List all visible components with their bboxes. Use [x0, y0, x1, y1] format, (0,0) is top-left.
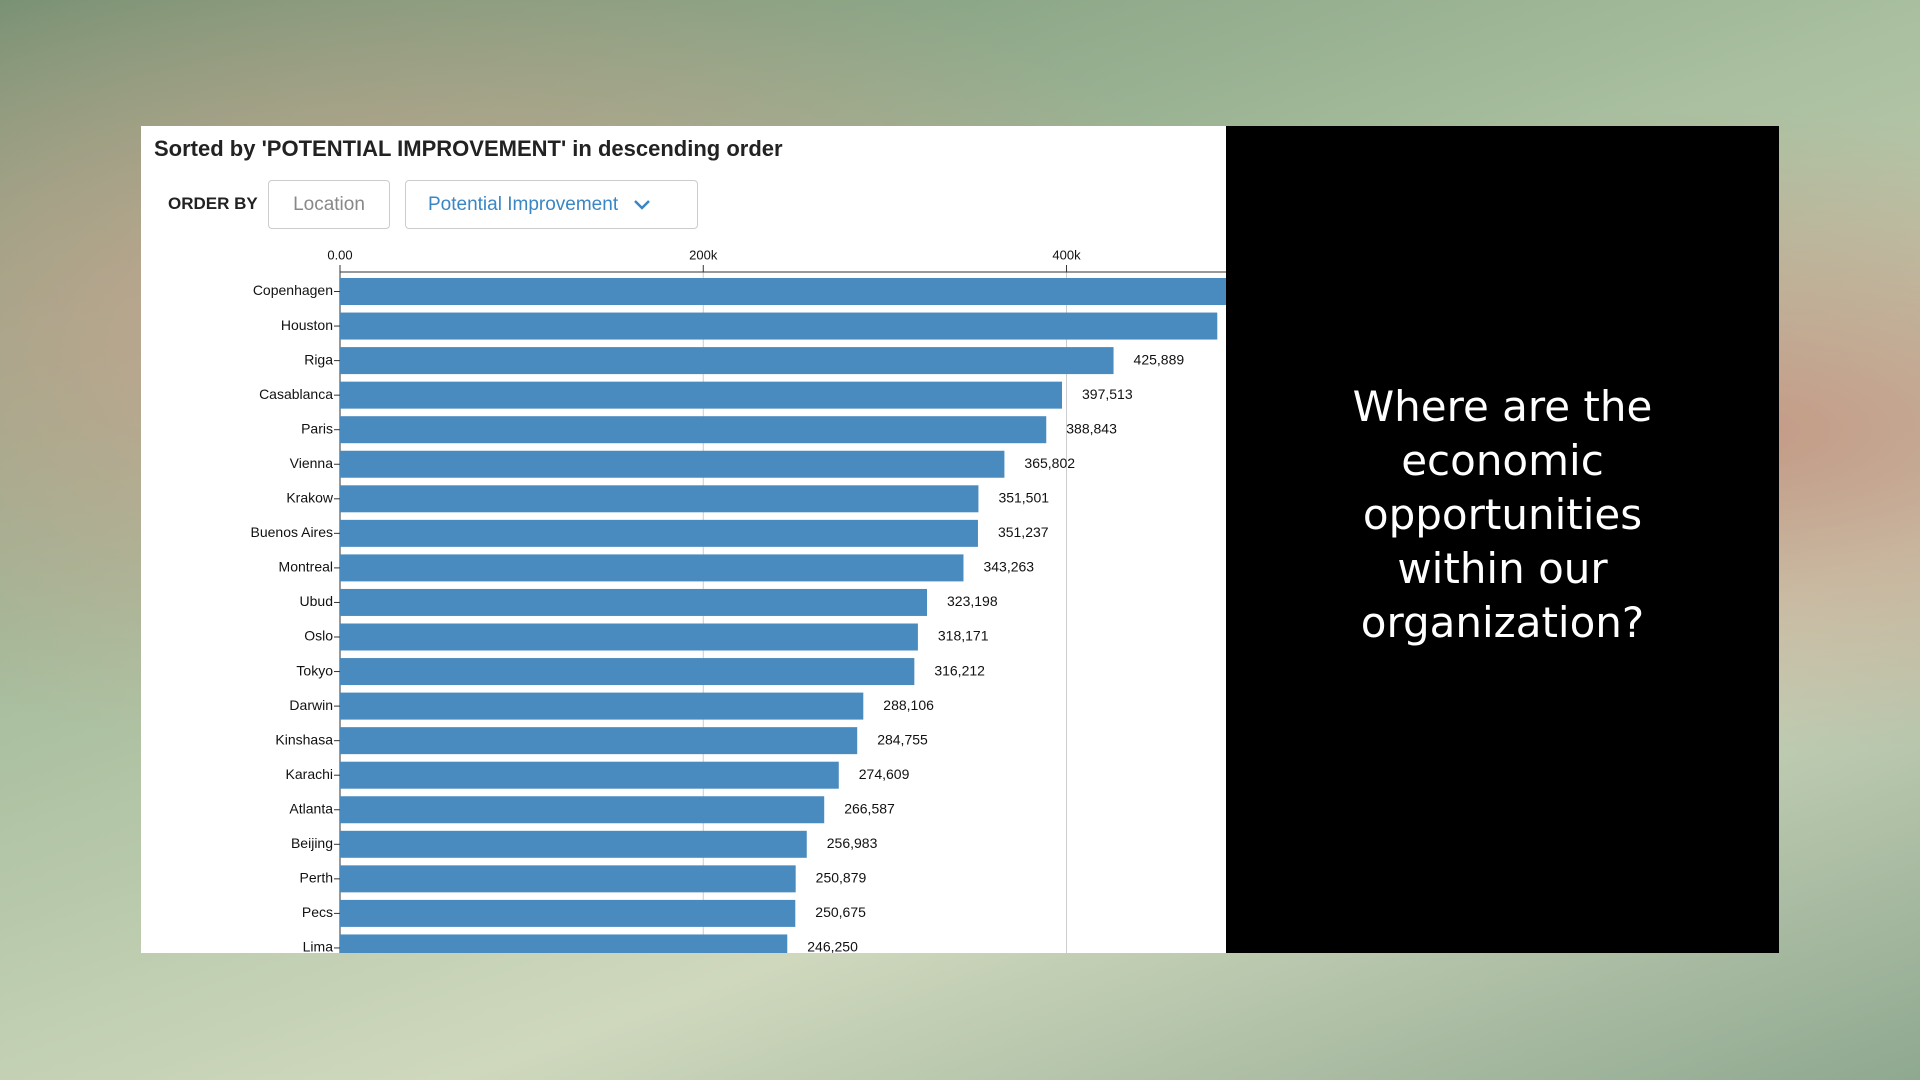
- value-label: 351,237: [998, 524, 1049, 540]
- y-tick-label: Montreal: [279, 559, 333, 575]
- y-tick-label: Atlanta: [289, 800, 333, 816]
- value-label: 266,587: [844, 800, 895, 816]
- bar: [340, 934, 788, 953]
- y-tick-label: Vienna: [290, 455, 334, 471]
- bar: [340, 485, 979, 513]
- bar: [340, 554, 964, 582]
- value-label: 250,675: [815, 904, 866, 920]
- y-tick-label: Ubud: [300, 593, 333, 609]
- value-label: 425,889: [1134, 351, 1185, 367]
- y-tick-label: Karachi: [286, 766, 333, 782]
- question: Where are the economic opportunities wit…: [1352, 381, 1653, 647]
- bar: [340, 830, 807, 858]
- bar: [340, 692, 864, 720]
- y-tick-label: Beijing: [291, 835, 333, 851]
- chart: 0.00 200k 400k Copenhagen Houston Riga 425,889…: [251, 247, 1226, 953]
- bar: [340, 796, 825, 824]
- bar: [340, 658, 915, 686]
- sort-dropdown[interactable]: Potential Improvement: [405, 180, 698, 229]
- value-label: 343,263: [983, 559, 1034, 575]
- bar: [340, 312, 1218, 340]
- value-label: 274,609: [859, 766, 910, 782]
- bar: [340, 381, 1063, 409]
- chart-panel: Sorted by 'POTENTIAL IMPROVEMENT' in des…: [141, 126, 1226, 953]
- bar: [340, 761, 839, 789]
- y-tick-label: Pecs: [302, 904, 333, 920]
- chevron: [634, 199, 650, 210]
- bar: [340, 519, 978, 547]
- value-label: 388,843: [1066, 420, 1117, 436]
- value-label: 318,171: [938, 628, 989, 644]
- bar: [340, 865, 796, 893]
- x-tick-label: 0.00: [327, 247, 352, 262]
- x-tick-label: 200k: [689, 247, 718, 262]
- value-label: 365,802: [1024, 455, 1075, 471]
- bar: [340, 450, 1005, 478]
- x-tick-label: 400k: [1052, 247, 1081, 262]
- bar: [340, 623, 918, 651]
- value-label: 397,513: [1082, 386, 1133, 402]
- value-label: 316,212: [934, 662, 985, 678]
- order-by-label: ORDER BY: [168, 194, 258, 213]
- bar: [340, 588, 928, 616]
- y-tick-label: Paris: [301, 420, 333, 436]
- value-label: 323,198: [947, 593, 998, 609]
- y-tick-label: Lima: [303, 939, 334, 953]
- bar: [340, 278, 1226, 305]
- y-tick-label: Krakow: [286, 490, 334, 506]
- y-tick-label: Casablanca: [259, 386, 333, 402]
- sort-button[interactable]: Location: [268, 180, 390, 229]
- y-tick-label: Perth: [300, 870, 333, 886]
- dropdown-label: Potential Improvement: [428, 193, 619, 215]
- y-tick-label: Houston: [281, 317, 333, 333]
- y-tick-label: Buenos Aires: [251, 524, 334, 540]
- y-tick-label: Tokyo: [296, 662, 333, 678]
- y-tick-label: Darwin: [289, 697, 333, 713]
- bar: [340, 899, 796, 927]
- y-tick-label: Oslo: [304, 628, 333, 644]
- y-tick-label: Riga: [304, 351, 333, 367]
- bar: [340, 347, 1114, 375]
- value-label: 250,879: [816, 870, 867, 886]
- bar: [340, 416, 1047, 444]
- value-label: 256,983: [827, 835, 878, 851]
- chart-title: Sorted by 'POTENTIAL IMPROVEMENT' in des…: [154, 136, 783, 161]
- bar: [340, 727, 858, 755]
- value-label: 246,250: [807, 939, 858, 953]
- value-label: 288,106: [883, 697, 934, 713]
- y-tick-label: Copenhagen: [253, 282, 333, 298]
- value-label: 284,755: [877, 731, 928, 747]
- question-panel: Where are the economic opportunities wit…: [1226, 126, 1779, 953]
- y-tick-label: Kinshasa: [275, 731, 333, 747]
- value-label: 351,501: [998, 490, 1049, 506]
